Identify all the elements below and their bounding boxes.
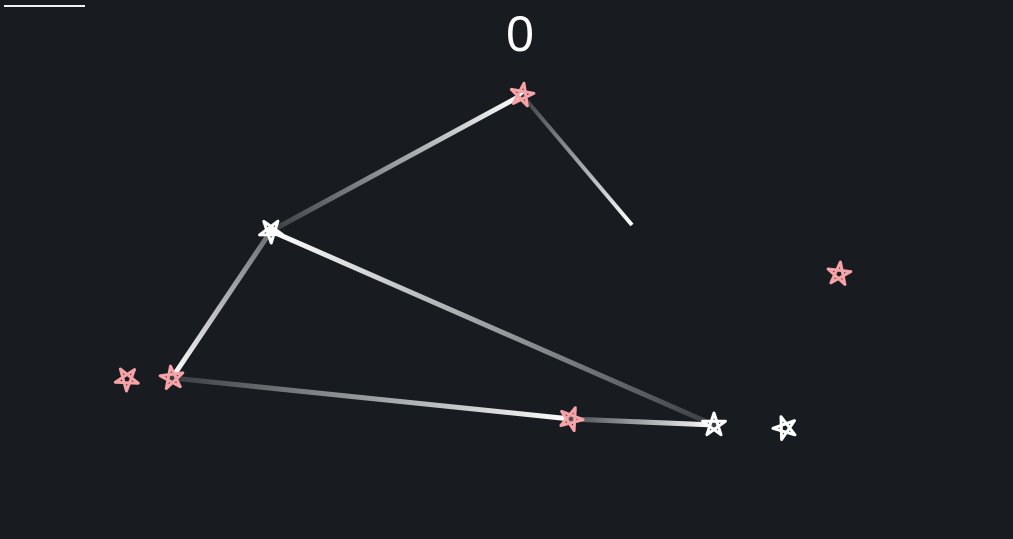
star-pink-top[interactable] [509, 81, 536, 108]
star-pink-far-left[interactable] [113, 367, 140, 393]
star-icon [559, 406, 585, 433]
star-icon [113, 367, 140, 393]
connection-line [169, 228, 274, 381]
star-white-bottom-right[interactable] [701, 411, 727, 437]
stars[interactable] [113, 81, 853, 441]
progress-bar [4, 5, 85, 7]
connection-line [169, 375, 574, 422]
connection-line [568, 416, 717, 428]
star-icon [158, 364, 185, 390]
star-icon [509, 81, 536, 108]
star-icon [258, 219, 284, 245]
star-pink-left[interactable] [158, 364, 185, 390]
star-pink-right[interactable] [826, 260, 853, 286]
star-white-far-right[interactable] [771, 415, 797, 441]
connection-line [268, 228, 717, 428]
connection-line [268, 92, 525, 234]
active-drag-line [520, 93, 634, 227]
score-display: 0 [506, 6, 534, 62]
star-icon [771, 415, 797, 441]
star-icon [826, 260, 853, 286]
connection-lines [169, 92, 717, 428]
star-pink-bottom-mid[interactable] [559, 406, 585, 433]
star-icon [701, 411, 727, 437]
star-white-mid-left[interactable] [258, 219, 284, 245]
